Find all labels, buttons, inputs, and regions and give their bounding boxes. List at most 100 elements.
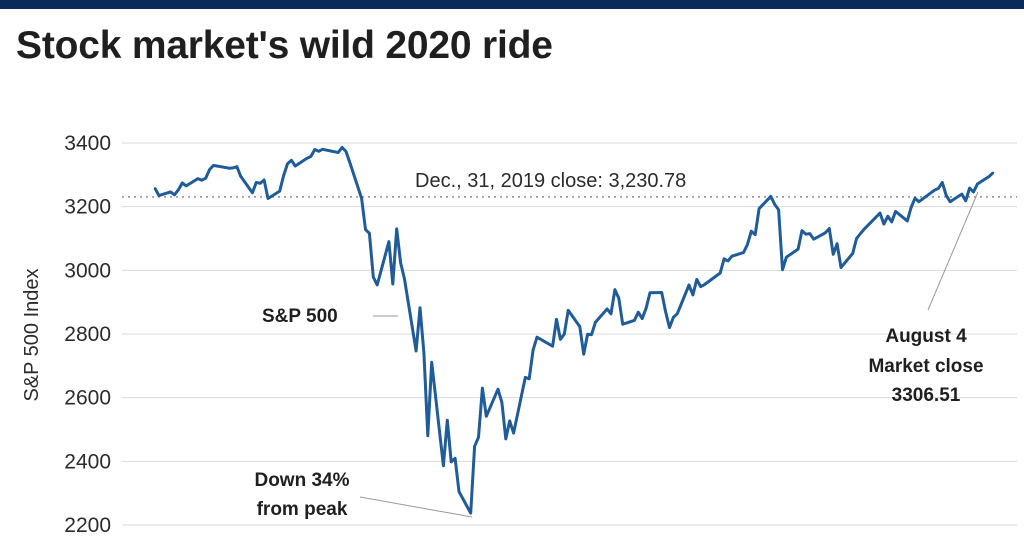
data-point <box>633 319 636 322</box>
data-point <box>664 310 667 313</box>
data-point <box>851 252 854 255</box>
data-point <box>251 191 254 194</box>
data-point <box>777 208 780 211</box>
data-point <box>457 490 461 493</box>
data-point <box>691 293 695 297</box>
data-point <box>266 197 270 200</box>
data-point <box>235 165 239 168</box>
trough-annotation-line2: from peak <box>257 499 348 520</box>
data-point <box>621 323 624 326</box>
data-point <box>644 307 648 310</box>
data-point <box>722 257 726 260</box>
data-point <box>559 338 562 341</box>
data-point <box>528 377 531 380</box>
data-point <box>800 229 804 232</box>
data-point <box>933 189 936 192</box>
data-point <box>660 291 663 294</box>
data-point <box>987 175 991 178</box>
data-point <box>305 157 309 160</box>
data-point <box>617 297 620 300</box>
data-point <box>531 348 535 352</box>
data-point <box>563 332 566 336</box>
data-point <box>941 181 944 184</box>
y-tick-label: 3200 <box>64 196 111 219</box>
data-point <box>477 436 480 439</box>
top-accent-bar <box>0 0 1024 9</box>
data-point <box>945 194 948 197</box>
data-point <box>839 266 843 269</box>
series-annotation-label: S&P 500 <box>262 306 338 327</box>
data-point <box>964 199 967 202</box>
data-point <box>719 271 722 275</box>
latest-annotation-line1: August 4 <box>885 326 967 347</box>
data-point <box>259 182 262 185</box>
data-point <box>582 353 585 356</box>
data-point <box>157 194 161 197</box>
data-point <box>976 182 979 186</box>
data-point <box>832 253 835 256</box>
data-point <box>446 419 449 422</box>
y-tick-label: 2600 <box>64 387 111 410</box>
data-point <box>730 255 734 258</box>
data-point <box>391 282 394 286</box>
data-point <box>360 197 363 200</box>
data-point <box>177 188 180 191</box>
data-point <box>878 211 882 215</box>
data-point <box>917 200 921 203</box>
data-point <box>364 228 367 231</box>
data-point <box>204 177 207 180</box>
data-point <box>481 386 484 390</box>
data-point <box>169 190 172 194</box>
data-point <box>395 227 398 231</box>
data-point <box>153 187 157 190</box>
data-point <box>578 325 581 328</box>
data-point <box>687 283 691 287</box>
trough-annotation-line1: Down 34% <box>254 470 349 491</box>
data-point <box>442 464 445 467</box>
data-point <box>948 200 952 203</box>
data-point <box>512 431 515 435</box>
data-point <box>746 243 749 246</box>
data-point <box>703 283 706 286</box>
reference-line-label: Dec., 31, 2019 close: 3,230.78 <box>415 170 686 192</box>
data-point <box>368 232 371 235</box>
data-point <box>208 168 211 171</box>
data-point <box>450 460 453 464</box>
data-point <box>812 238 815 241</box>
data-point <box>796 247 800 251</box>
data-point <box>668 326 671 329</box>
data-point <box>227 167 231 170</box>
data-point <box>453 457 457 460</box>
data-point <box>181 181 184 185</box>
data-point <box>524 376 527 379</box>
data-point <box>473 445 476 448</box>
data-point <box>500 401 504 404</box>
data-point <box>828 227 831 230</box>
data-point <box>290 159 293 162</box>
data-point <box>403 277 406 281</box>
data-point <box>278 189 281 193</box>
data-point <box>418 306 422 309</box>
data-point <box>348 161 352 164</box>
data-point <box>835 242 839 245</box>
data-point <box>426 434 429 437</box>
y-axis-label: S&P 500 Index <box>21 268 43 401</box>
sp500-series-line <box>153 145 995 515</box>
y-axis-ticks: 3400 3200 3000 2800 2600 2400 2200 <box>64 132 111 536</box>
data-point <box>313 148 316 151</box>
data-point <box>882 222 886 226</box>
data-point <box>586 333 589 336</box>
trough-annotation-leader <box>359 496 473 518</box>
data-point <box>551 345 554 348</box>
data-point <box>231 166 235 170</box>
data-point <box>781 268 784 271</box>
data-point <box>672 316 675 319</box>
latest-annotation-line2: Market close <box>868 356 983 377</box>
data-point <box>286 162 289 165</box>
data-point <box>387 240 391 243</box>
data-point <box>422 351 426 354</box>
data-point <box>255 181 258 184</box>
data-point <box>859 232 862 235</box>
data-point <box>742 251 745 254</box>
